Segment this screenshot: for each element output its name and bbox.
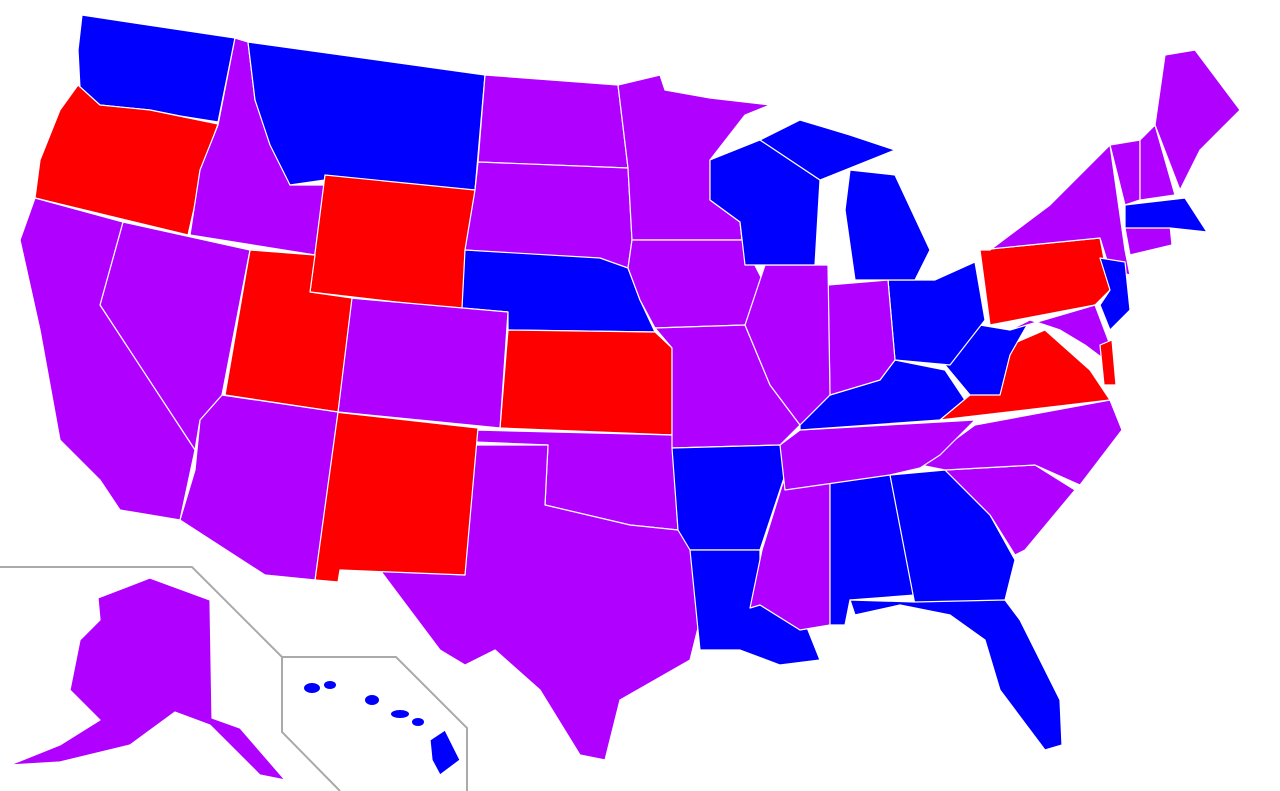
state-wyoming[interactable] — [309, 174, 476, 311]
alaska-inset-border — [0, 566, 283, 658]
state-new-mexico[interactable] — [314, 411, 479, 583]
state-connecticut[interactable] — [1124, 224, 1173, 256]
hawaii-island[interactable] — [304, 683, 320, 693]
hawaii-island[interactable] — [324, 681, 336, 689]
state-west-virginia[interactable] — [944, 319, 1031, 396]
state-california[interactable] — [19, 197, 196, 521]
state-montana[interactable] — [247, 41, 486, 191]
state-kansas[interactable] — [499, 329, 673, 436]
state-new-jersey[interactable] — [1099, 257, 1131, 331]
state-delaware[interactable] — [1099, 339, 1117, 386]
hawaii-island[interactable] — [365, 695, 379, 705]
state-north-dakota[interactable] — [477, 74, 629, 169]
state-arizona[interactable] — [179, 394, 339, 581]
hawaii-island[interactable] — [391, 710, 409, 718]
state-illinois[interactable] — [744, 264, 831, 426]
state-maine[interactable] — [1154, 49, 1241, 191]
state-alaska[interactable] — [9, 577, 286, 781]
state-texas[interactable] — [379, 444, 701, 761]
alaska-inset-border-lower — [281, 657, 341, 791]
state-massachusetts[interactable] — [1124, 197, 1208, 233]
state-new-hampshire[interactable] — [1139, 124, 1176, 201]
state-maryland[interactable] — [1009, 304, 1113, 361]
state-colorado[interactable] — [337, 297, 509, 429]
hawaii-inset-border — [282, 656, 468, 791]
hawaii-island[interactable] — [412, 718, 424, 726]
state-michigan-upper[interactable] — [759, 119, 896, 181]
state-michigan[interactable] — [844, 169, 931, 281]
state-hawaii[interactable] — [429, 729, 461, 776]
state-north-carolina[interactable] — [919, 399, 1123, 486]
state-new-york[interactable] — [979, 144, 1131, 276]
state-florida[interactable] — [849, 599, 1063, 751]
